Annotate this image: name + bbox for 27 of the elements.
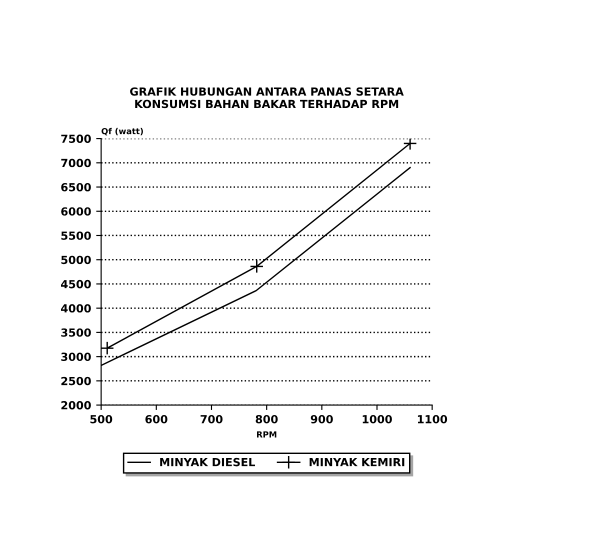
y-tick-label: 4500 (61, 280, 91, 288)
y-axis-title: Qf (watt) (102, 128, 143, 136)
legend-label: MINYAK KEMIRI (310, 458, 404, 466)
x-tick-label: 900 (310, 415, 333, 424)
y-tick-label: 3500 (61, 328, 91, 337)
x-tick-label: 1000 (362, 415, 392, 424)
x-tick-label: 700 (200, 415, 223, 424)
chart-title: GRAFIK HUBUNGAN ANTARA PANAS SETARA KONSUMSI BAHAN BAKAR TERHADAP RPM (130, 87, 404, 108)
x-tick-label: 500 (90, 415, 112, 424)
y-tick-label: 2500 (61, 376, 91, 386)
y-tick-label: 6500 (61, 183, 91, 192)
y-tick-label: 3000 (61, 352, 91, 362)
x-tick-label: 1100 (418, 415, 448, 424)
y-tick-label: 7500 (61, 134, 91, 143)
point (250, 259, 264, 274)
y-tick-label: 4000 (61, 304, 91, 313)
point (101, 341, 114, 356)
legend-label: MINYAK DIESEL (160, 458, 256, 466)
y-tick-label: 5000 (61, 256, 91, 264)
y-tick-label: 7000 (61, 158, 91, 168)
point (403, 138, 418, 150)
x-tick-label: 800 (256, 415, 278, 424)
y-tick-label: 5500 (61, 231, 91, 240)
y-tick-label: 2000 (61, 401, 91, 410)
y-tick-label: 6000 (61, 207, 91, 216)
x-axis-title: RPM (257, 431, 276, 438)
x-tick-label: 600 (145, 415, 168, 424)
